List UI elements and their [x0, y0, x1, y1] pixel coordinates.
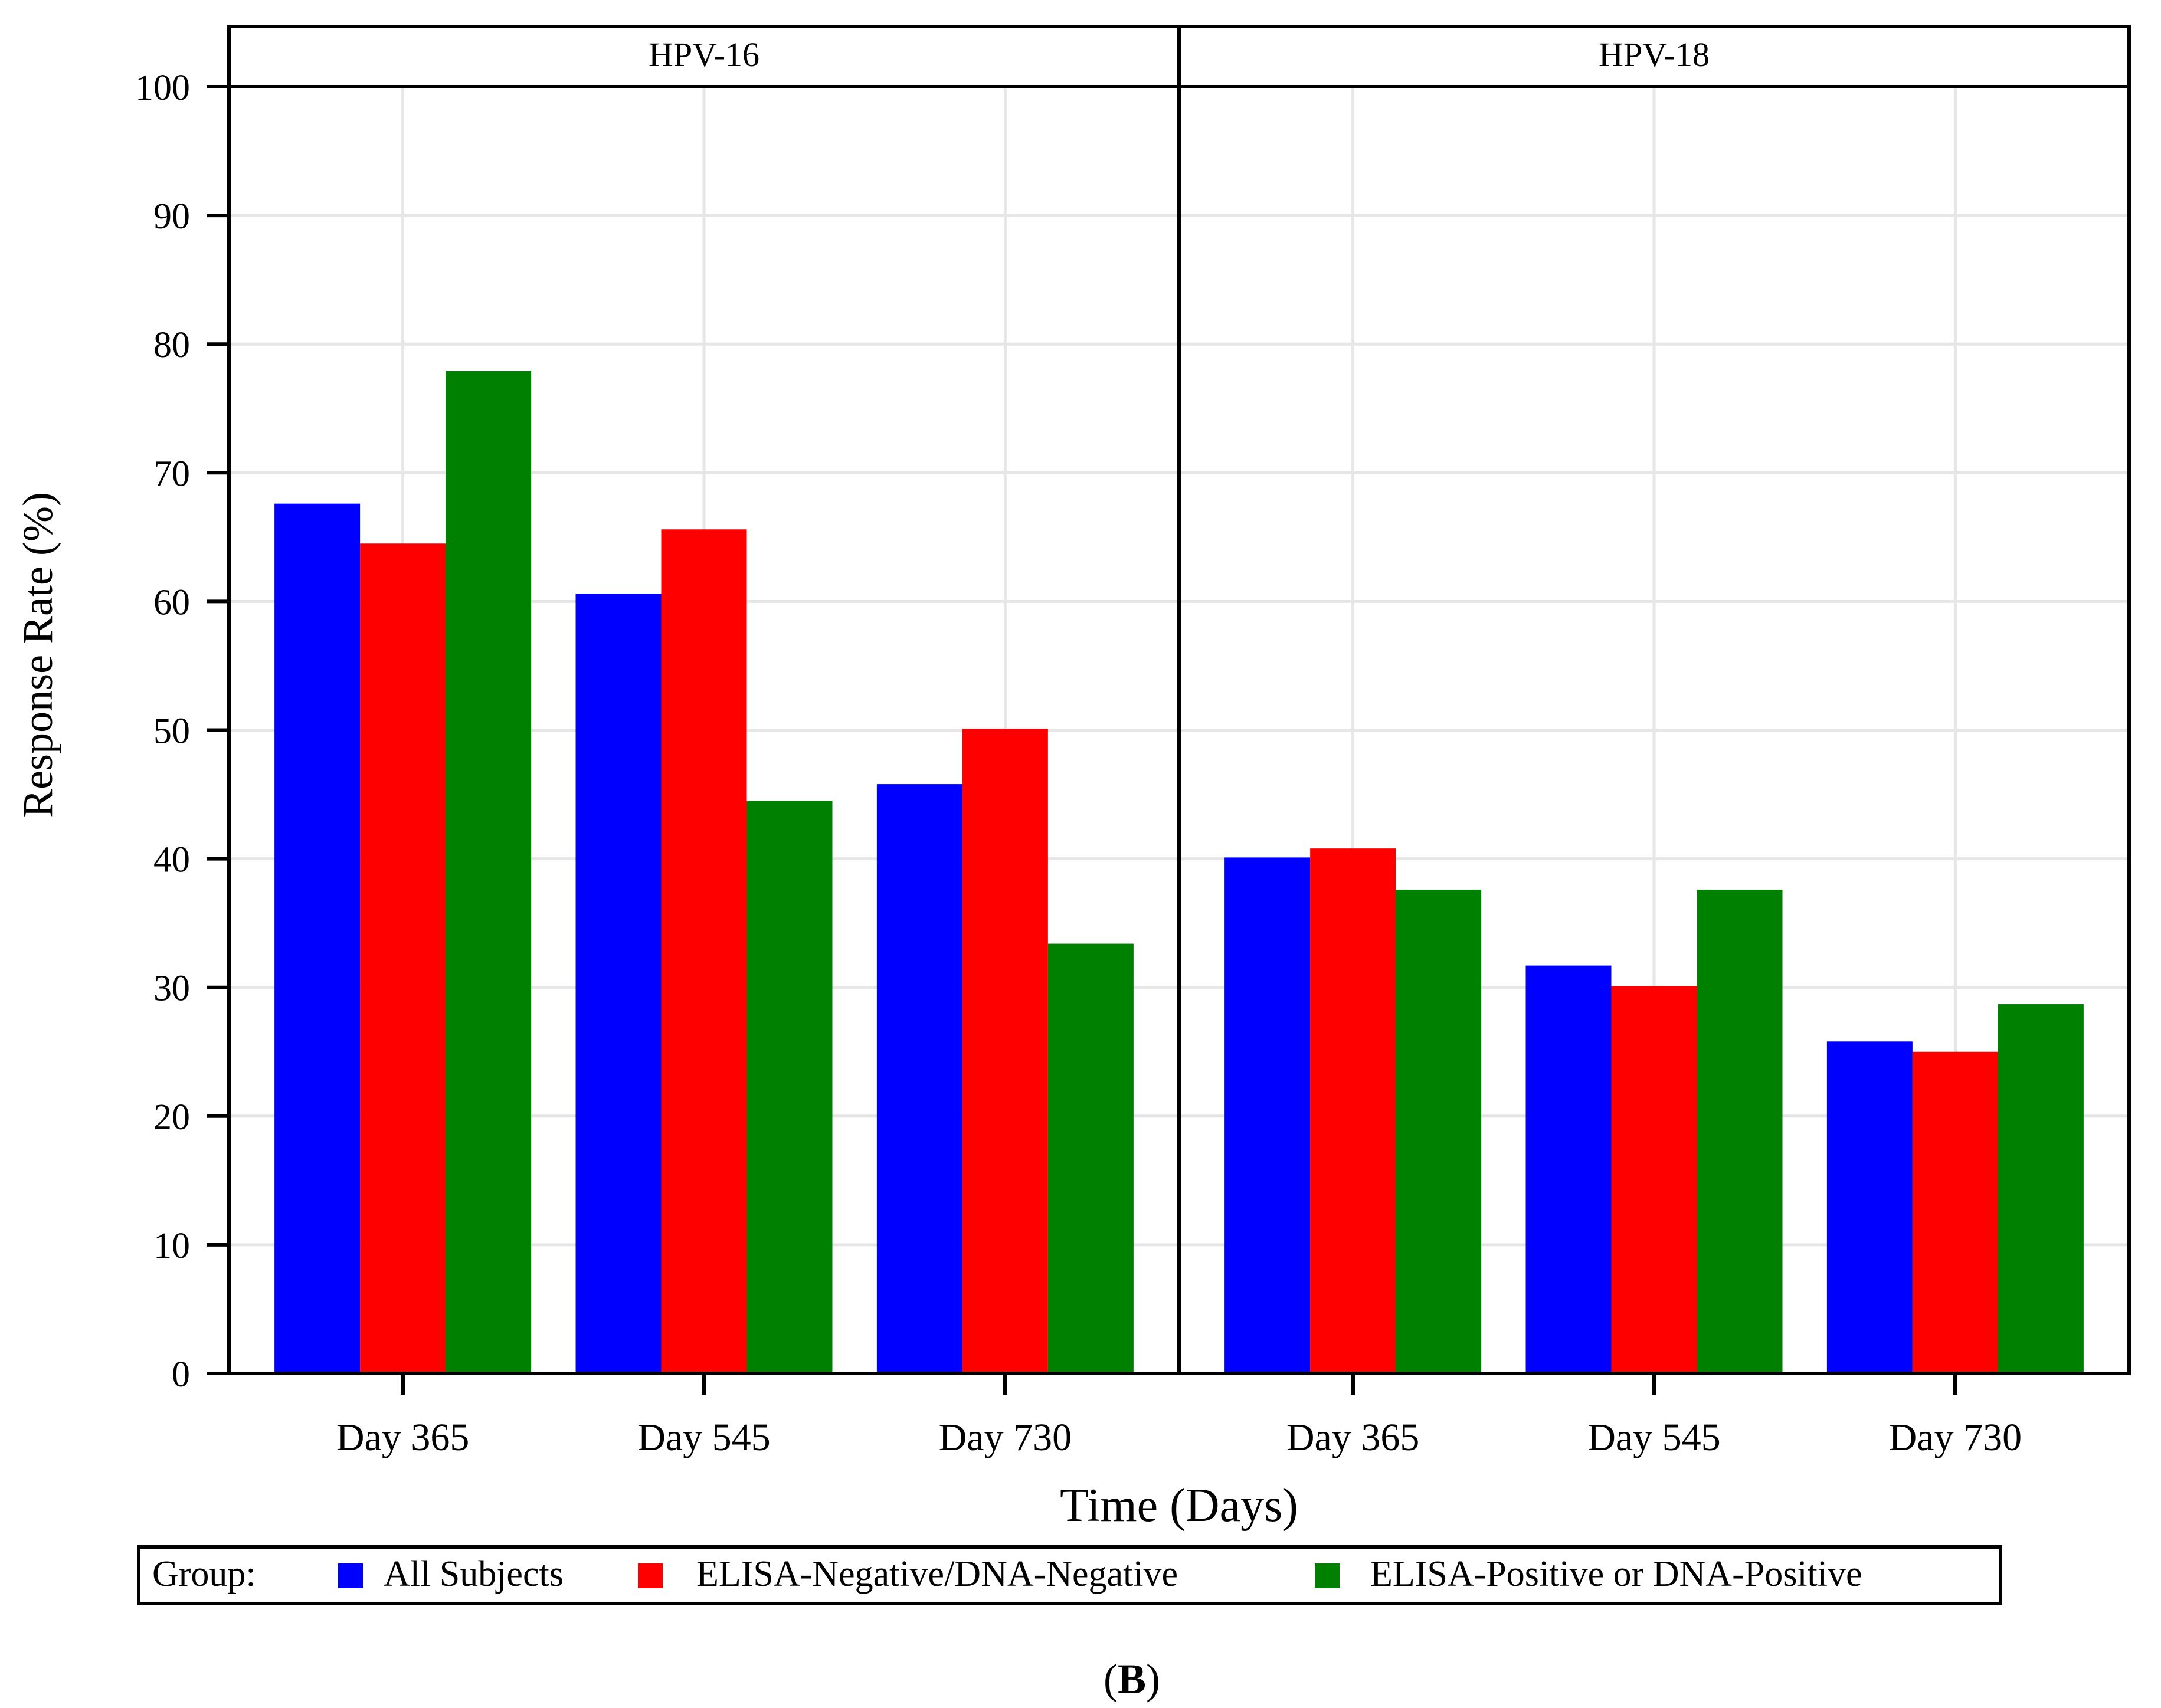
- bar-hpv-18-day-730-all-subjects: [1826, 1041, 1913, 1373]
- y-tick-label: 40: [153, 840, 190, 880]
- bar-hpv-16-day-365-elisa-negative-dna-negative: [360, 543, 446, 1373]
- bar-hpv-16-day-545-elisa-negative-dna-negative: [661, 529, 747, 1374]
- bar-hpv-18-day-730-elisa-negative-dna-negative: [1912, 1051, 1998, 1373]
- bar-hpv-18-day-730-elisa-positive-or-dna-positive: [1998, 1004, 2084, 1373]
- bar-hpv-18-day-545-all-subjects: [1525, 965, 1612, 1373]
- y-tick-label: 20: [153, 1097, 190, 1137]
- panel-title-hpv18: HPV-18: [1599, 35, 1710, 74]
- bar-hpv-16-day-365-elisa-positive-or-dna-positive: [446, 371, 532, 1373]
- legend-title: Group:: [152, 1554, 256, 1594]
- figure-caption: (B): [1104, 1655, 1160, 1703]
- legend-label-all-subjects: All Subjects: [384, 1554, 564, 1594]
- y-tick-label: 0: [172, 1355, 190, 1395]
- strip-frame-left: [227, 25, 1181, 88]
- y-axis: 0 10 20 30 40 50 60 70 80 90 100: [135, 68, 229, 1395]
- x-axis-label: Time (Days): [1060, 1480, 1298, 1532]
- y-axis-label: Response Rate (%): [14, 492, 61, 818]
- panel-strips: HPV-16 HPV-18: [227, 25, 2131, 88]
- bar-hpv-18-day-545-elisa-negative-dna-negative: [1611, 986, 1697, 1373]
- plot-frame: [1177, 85, 2131, 1375]
- x-tick-label: Day 730: [1889, 1416, 2022, 1459]
- bar-hpv-16-day-365-all-subjects: [274, 503, 361, 1373]
- legend-swatch-elisa-negative: [638, 1563, 663, 1588]
- bar-hpv-18-day-365-elisa-negative-dna-negative: [1310, 848, 1396, 1373]
- caption-letter: B: [1118, 1655, 1146, 1703]
- x-tick-label: Day 365: [1286, 1416, 1419, 1459]
- legend: Group: All Subjects ELISA-Negative/DNA-N…: [137, 1545, 2002, 1605]
- bar-hpv-16-day-730-all-subjects: [876, 784, 962, 1373]
- x-tick-label: Day 545: [637, 1416, 770, 1459]
- bar-hpv-18-day-365-elisa-positive-or-dna-positive: [1396, 889, 1482, 1373]
- y-tick-label: 80: [153, 325, 190, 365]
- x-tick-label: Day 545: [1587, 1416, 1720, 1459]
- bar-hpv-16-day-545-all-subjects: [575, 594, 662, 1374]
- legend-label-elisa-negative: ELISA-Negative/DNA-Negative: [696, 1554, 1178, 1594]
- plot-panel-hpv18: Day 365 Day 545 Day 730: [1177, 85, 2131, 1459]
- bar-hpv-18-day-365-all-subjects: [1224, 857, 1311, 1373]
- legend-frame: [137, 1545, 2002, 1605]
- y-tick-label: 90: [153, 196, 190, 237]
- y-tick-label: 10: [153, 1226, 190, 1266]
- bar-hpv-16-day-730-elisa-positive-or-dna-positive: [1047, 943, 1134, 1373]
- strip-frame-right: [1177, 25, 2131, 88]
- y-tick-label: 60: [153, 582, 190, 622]
- plot-panel-hpv16: Day 365 Day 545 Day 730: [227, 85, 1181, 1459]
- y-tick-label: 30: [153, 969, 190, 1009]
- legend-swatch-elisa-positive: [1315, 1563, 1340, 1588]
- legend-swatch-all-subjects: [338, 1563, 363, 1588]
- bar-hpv-16-day-730-elisa-negative-dna-negative: [962, 729, 1048, 1373]
- y-tick-label: 100: [135, 68, 190, 108]
- panel-title-hpv16: HPV-16: [649, 35, 759, 74]
- y-tick-label: 50: [153, 712, 190, 752]
- x-tick-label: Day 730: [939, 1416, 1072, 1459]
- legend-label-elisa-positive: ELISA-Positive or DNA-Positive: [1370, 1554, 1862, 1594]
- bar-hpv-18-day-545-elisa-positive-or-dna-positive: [1697, 889, 1783, 1373]
- bar-hpv-16-day-545-elisa-positive-or-dna-positive: [746, 801, 833, 1373]
- x-tick-label: Day 365: [336, 1416, 469, 1459]
- y-tick-label: 70: [153, 454, 190, 494]
